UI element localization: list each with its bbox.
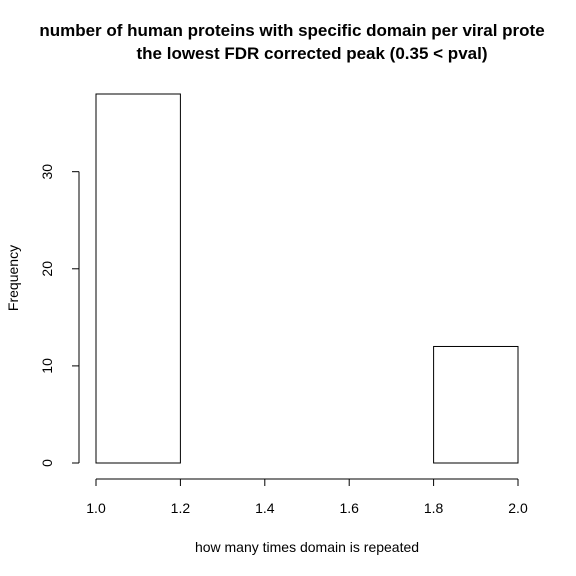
x-axis-title: how many times domain is repeated <box>195 539 419 555</box>
x-tick-label: 1.6 <box>339 500 359 516</box>
chart-title-line-1: number of human proteins with specific d… <box>39 21 544 40</box>
bars-layer <box>95 93 519 464</box>
x-tick-label: 1.8 <box>424 500 444 516</box>
y-axis: 0 10 20 30 <box>39 164 80 467</box>
x-tick-label: 1.4 <box>255 500 275 516</box>
histogram-bar <box>433 345 519 464</box>
y-tick-label: 20 <box>39 261 55 277</box>
x-tick-label: 1.2 <box>171 500 191 516</box>
x-axis: 1.0 1.2 1.4 1.6 1.8 2.0 <box>86 478 528 516</box>
x-tick-label: 1.0 <box>86 500 106 516</box>
histogram-bar <box>95 93 181 464</box>
x-tick-label: 2.0 <box>508 500 528 516</box>
chart-title-line-2: the lowest FDR corrected peak (0.35 < pv… <box>137 44 488 63</box>
y-tick-label: 0 <box>39 459 55 467</box>
y-tick-label: 30 <box>39 164 55 180</box>
y-axis-title: Frequency <box>5 245 21 311</box>
y-tick-label: 10 <box>39 358 55 374</box>
